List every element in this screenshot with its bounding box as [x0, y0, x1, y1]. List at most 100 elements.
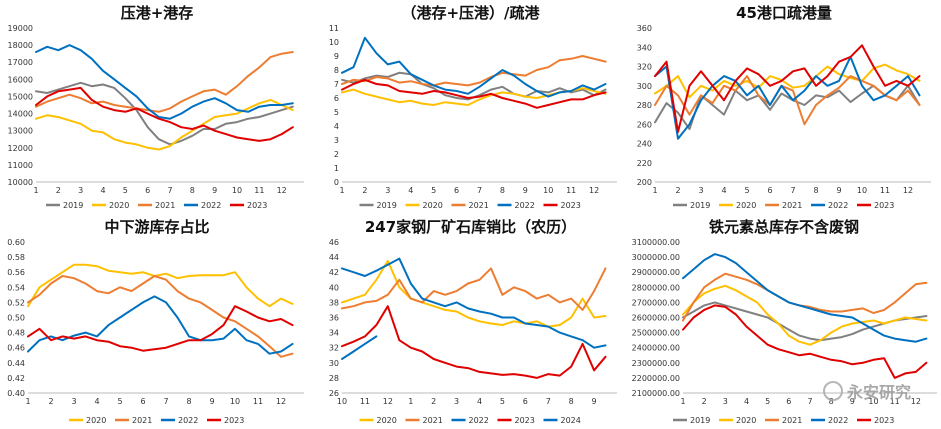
y-tick-label: 3	[334, 136, 339, 145]
chart-panel-6: 铁元素总库存不含废钢 2100000.00 2200000.00 2300000.00…	[627, 214, 941, 429]
series-line-2020	[682, 284, 928, 346]
x-tick-label: 8	[569, 397, 574, 406]
x-tick-label: 5	[117, 397, 122, 406]
legend-label: 2023	[874, 201, 894, 210]
series-line-2022	[35, 44, 294, 120]
series-line-2023	[682, 304, 928, 379]
series-line-2022	[682, 253, 928, 343]
series-line-2021	[341, 55, 607, 87]
y-tick-label: 0.58	[7, 253, 25, 262]
series-line-2024	[341, 335, 378, 360]
y-tick-label: 10	[329, 38, 339, 47]
y-tick-label: 17000	[8, 58, 33, 67]
chart-panel-4: 中下游库存占比 0.40 0.42 0.44 0.46 0.48 0.50 0.52 0.54 0…	[0, 214, 314, 429]
y-tick-label: 2100000.00	[632, 389, 680, 398]
y-tick-label: 34	[329, 329, 339, 338]
x-tick-label: 10	[230, 397, 240, 406]
chart-panel-2: （港存+压港）/疏港 0 1 2 3 4 5 6 7 8 9 10 11 1 2 3 4 5 6 7 8 9 10 11 12 2…	[314, 0, 627, 214]
wechat-logo-icon	[822, 381, 843, 401]
chart-title: 247家钢厂矿石库销比（农历）	[364, 218, 577, 236]
y-tick-label: 320	[637, 63, 652, 72]
legend-label: 2022	[178, 416, 198, 425]
y-tick-label: 38	[329, 298, 339, 307]
y-tick-label: 5	[334, 108, 339, 117]
x-tick-label: 2	[56, 186, 61, 195]
x-tick-label: 6	[523, 397, 528, 406]
y-tick-label: 11	[329, 24, 339, 33]
x-tick-label: 2	[702, 397, 707, 406]
y-tick-label: 18000	[8, 41, 33, 50]
x-tick-label: 11	[890, 397, 900, 406]
x-tick-label: 10	[337, 397, 347, 406]
legend-label: 2022	[469, 416, 489, 425]
chart-panel-1: 压港+港存 10000 11000 12000 13000 14000 15000 16000…	[0, 0, 314, 214]
y-tick-label: 7	[334, 80, 339, 89]
x-tick-label: 6	[140, 397, 145, 406]
x-tick-label: 3	[385, 186, 390, 195]
x-tick-label: 3	[71, 397, 76, 406]
x-tick-label: 9	[850, 397, 855, 406]
series-line-2021	[341, 267, 607, 311]
chart-title: 铁元素总库存不含废钢	[708, 218, 859, 236]
x-tick-label: 4	[100, 186, 105, 195]
x-tick-label: 8	[190, 186, 195, 195]
x-tick-label: 9	[836, 186, 841, 195]
y-tick-label: 2400000.00	[632, 344, 680, 353]
x-tick-label: 4	[477, 397, 482, 406]
y-tick-label: 360	[637, 24, 652, 33]
x-tick-label: 12	[277, 186, 287, 195]
legend-label: 2020	[377, 416, 397, 425]
x-tick-label: 12	[589, 186, 599, 195]
series-line-2023	[654, 44, 921, 133]
x-tick-label: 3	[698, 186, 703, 195]
x-tick-label: 7	[546, 397, 551, 406]
y-tick-label: 2900000.00	[632, 268, 680, 277]
y-tick-label: 1	[334, 164, 339, 173]
chart-title: 压港+港存	[120, 4, 194, 22]
x-tick-label: 9	[212, 186, 217, 195]
series-line-2023	[341, 78, 607, 109]
legend-label: 2019	[690, 416, 710, 425]
legend-label: 2021	[782, 201, 802, 210]
legend-label: 2020	[736, 201, 756, 210]
y-tick-label: 280	[637, 101, 652, 110]
x-tick-label: 9	[209, 397, 214, 406]
y-tick-label: 12000	[8, 144, 33, 153]
x-tick-label: 6	[145, 186, 150, 195]
y-tick-label: 200	[637, 178, 652, 187]
series-line-2023	[341, 305, 607, 379]
chart-svg: 2100000.00 2200000.00 2300000.00 2400000.00…	[632, 238, 937, 425]
x-tick-label: 1	[33, 186, 38, 195]
chart-panel-3: 45港口疏港量 200 220 240 260 280 300 320 340 360 1 2 3 4 5 6…	[627, 0, 941, 214]
y-tick-label: 340	[637, 43, 652, 52]
series-line-2021	[654, 75, 921, 126]
legend-label: 2021	[469, 201, 489, 210]
x-tick-label: 12	[276, 397, 286, 406]
y-tick-label: 0.48	[7, 329, 25, 338]
legend-label: 2023	[561, 201, 581, 210]
x-tick-label: 4	[721, 186, 726, 195]
series-line-2020	[35, 98, 294, 151]
x-tick-label: 5	[431, 186, 436, 195]
y-tick-label: 240	[637, 140, 652, 149]
legend-label: 2019	[690, 201, 710, 210]
legend-label: 2020	[736, 416, 756, 425]
x-tick-label: 12	[903, 186, 913, 195]
y-tick-label: 28	[329, 374, 339, 383]
y-tick-label: 14000	[8, 110, 33, 119]
x-tick-label: 12	[383, 397, 393, 406]
legend-label: 2020	[423, 201, 443, 210]
y-tick-label: 44	[329, 253, 339, 262]
legend-label: 2021	[132, 416, 152, 425]
watermark: 永安研究	[822, 379, 911, 403]
series-line-2023	[35, 86, 294, 142]
x-tick-label: 4	[408, 186, 413, 195]
x-tick-label: 6	[767, 186, 772, 195]
x-tick-label: 1	[408, 397, 413, 406]
x-tick-label: 3	[78, 186, 83, 195]
x-tick-label: 11	[880, 186, 890, 195]
y-tick-label: 42	[329, 268, 339, 277]
